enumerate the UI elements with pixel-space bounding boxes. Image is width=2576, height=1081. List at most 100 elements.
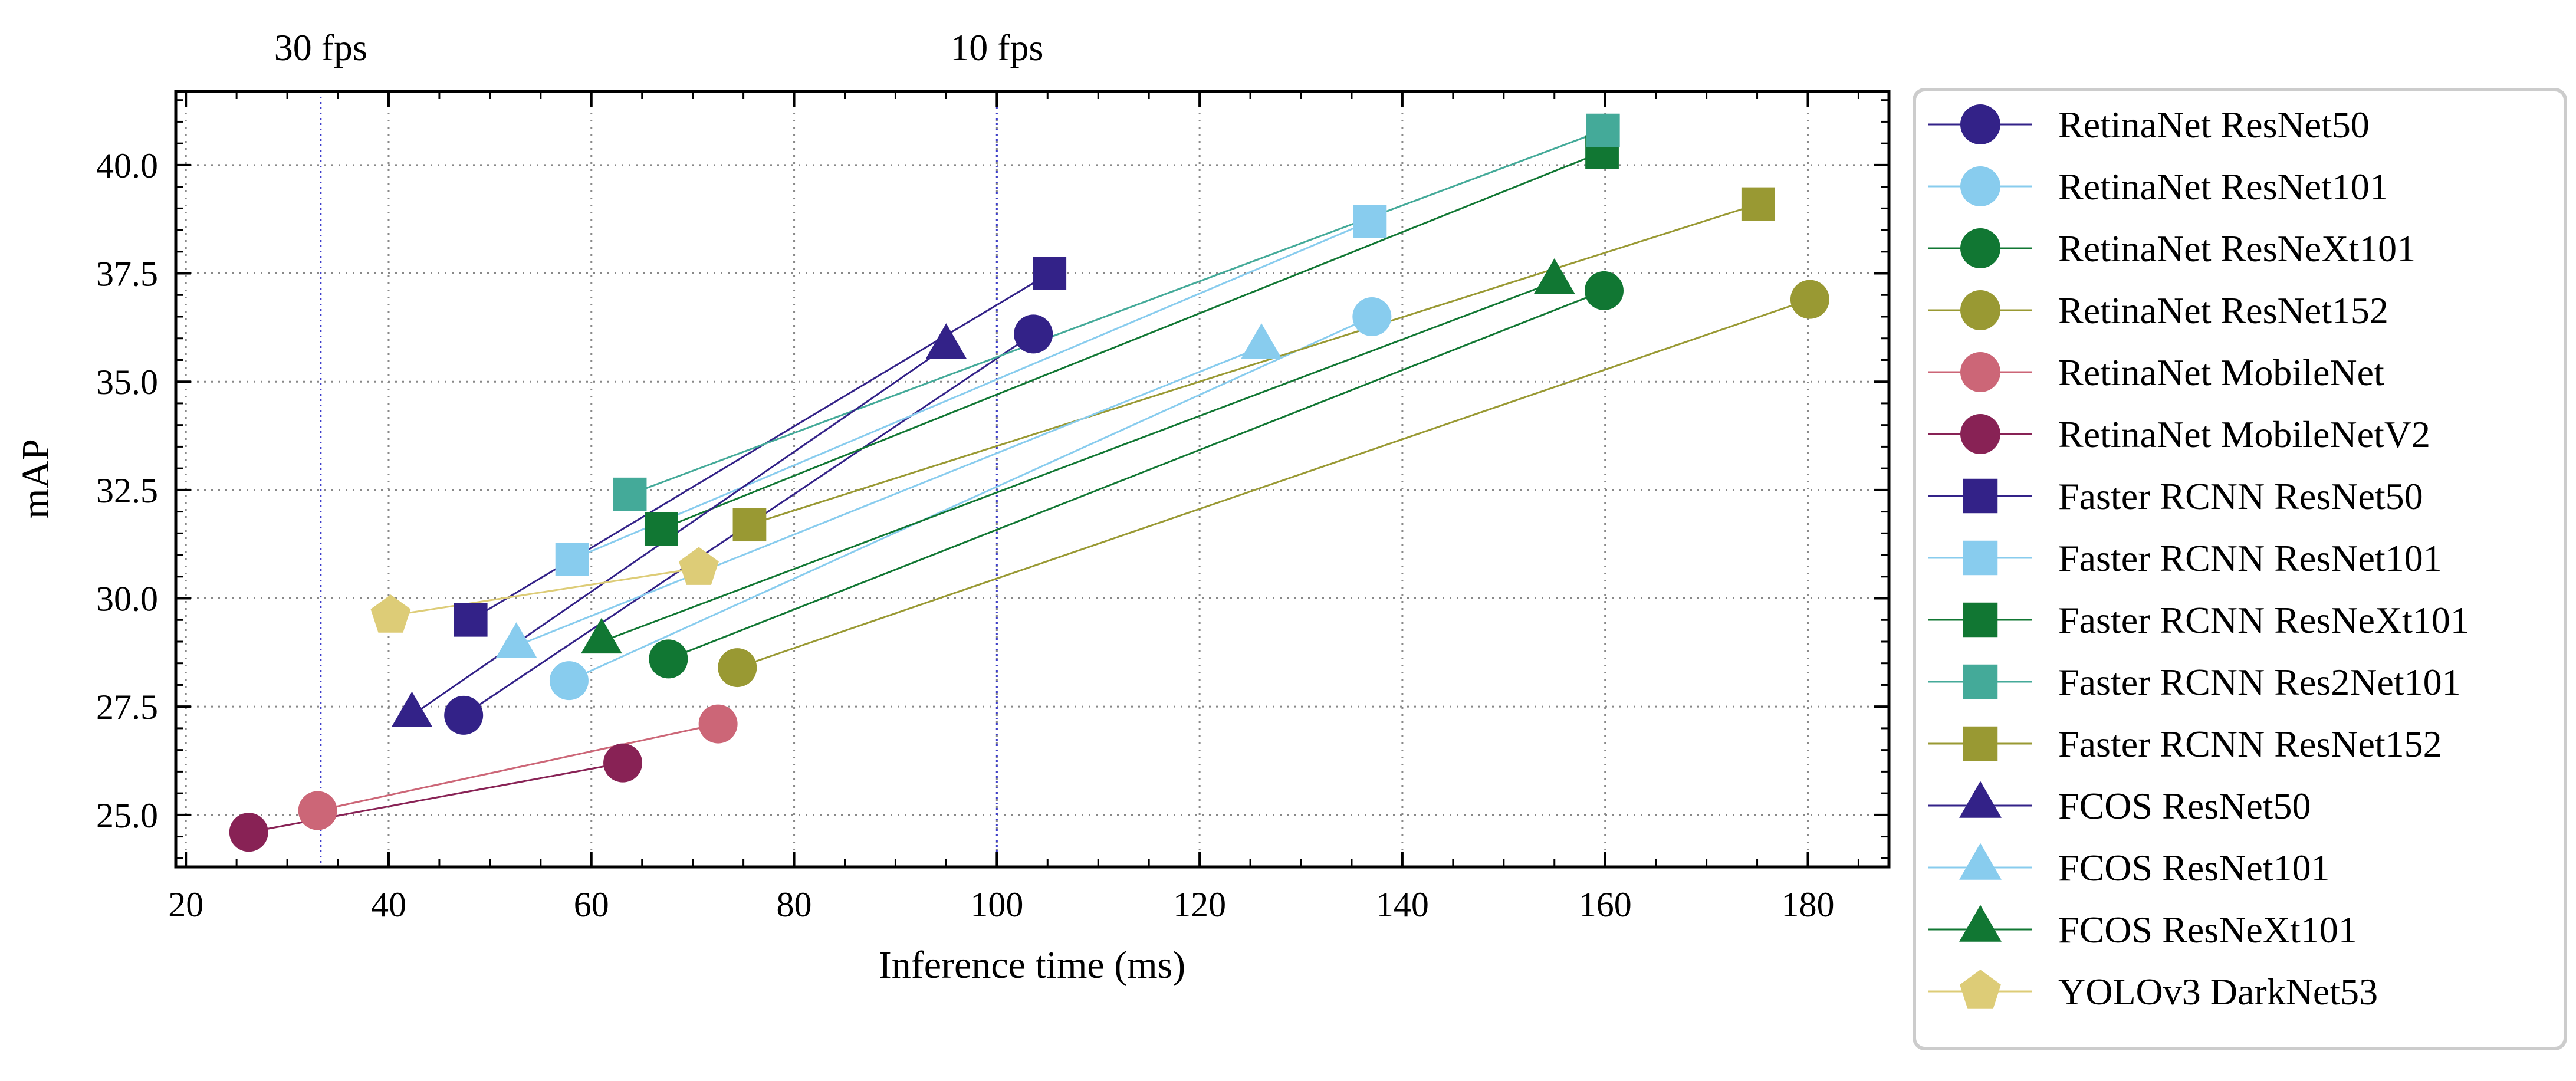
legend-label: FCOS ResNet50 xyxy=(2058,785,2311,827)
y-tick-label: 30.0 xyxy=(96,580,158,619)
legend-marker xyxy=(1959,843,2002,880)
fps-label: 30 fps xyxy=(274,27,367,68)
legend-label: RetinaNet MobileNetV2 xyxy=(2058,413,2430,455)
legend-entries: RetinaNet ResNet50 RetinaNet ResNet101 Ret… xyxy=(1928,104,2469,1013)
legend-item: RetinaNet ResNet101 xyxy=(1928,166,2388,208)
axis-ticks xyxy=(176,91,1889,867)
legend-item: FCOS ResNet101 xyxy=(1928,843,2330,889)
x-tick-label: 20 xyxy=(168,885,203,924)
x-axis-label: Inference time (ms) xyxy=(879,944,1185,987)
data-point xyxy=(1790,280,1829,319)
data-point xyxy=(454,603,488,637)
axis-tick-labels: 20 40 60 80 100 120 140 160 180 25.0 27.5 30.0 32.5 3… xyxy=(96,146,1834,924)
y-tick-label: 37.5 xyxy=(96,255,158,294)
series-line xyxy=(601,281,1555,643)
fps-reference-lines: 30 fps 10 fps xyxy=(274,27,1043,867)
series-line xyxy=(629,129,1604,495)
x-tick-label: 100 xyxy=(970,885,1023,924)
data-point xyxy=(391,691,433,728)
legend-item: Faster RCNN ResNeXt101 xyxy=(1928,599,2469,641)
data-point xyxy=(555,543,589,576)
data-point xyxy=(444,695,484,735)
legend-marker xyxy=(1960,228,2000,268)
x-tick-label: 40 xyxy=(371,885,406,924)
data-point xyxy=(718,648,757,688)
data-point xyxy=(1241,323,1282,359)
data-point xyxy=(613,477,647,511)
legend-label: Faster RCNN Res2Net101 xyxy=(2058,661,2461,703)
x-tick-label: 140 xyxy=(1376,885,1429,924)
legend-label: RetinaNet ResNet101 xyxy=(2058,166,2388,208)
series-line xyxy=(569,316,1372,682)
y-tick-label: 25.0 xyxy=(96,796,158,835)
legend-item: RetinaNet MobileNetV2 xyxy=(1928,413,2430,455)
data-point xyxy=(370,594,411,633)
legend-item: RetinaNet ResNet152 xyxy=(1928,290,2388,331)
legend-label: RetinaNet MobileNet xyxy=(2058,351,2384,393)
x-tick-label: 120 xyxy=(1173,885,1226,924)
x-tick-label: 180 xyxy=(1781,885,1834,924)
legend-label: YOLOv3 DarkNet53 xyxy=(2058,971,2378,1013)
data-point xyxy=(603,743,643,783)
data-point xyxy=(581,617,622,654)
legend-label: RetinaNet ResNeXt101 xyxy=(2058,228,2416,270)
data-point xyxy=(649,639,688,679)
data-point xyxy=(1741,187,1775,221)
data-point xyxy=(229,813,268,852)
series-line xyxy=(737,298,1811,669)
data-point xyxy=(298,791,337,830)
x-tick-label: 60 xyxy=(574,885,609,924)
plot-frame xyxy=(174,90,1891,869)
series-line xyxy=(516,346,1262,647)
data-point xyxy=(1533,258,1575,294)
legend-item: FCOS ResNeXt101 xyxy=(1928,905,2357,951)
series-line xyxy=(571,221,1371,560)
legend-marker xyxy=(1963,602,1998,638)
series-line xyxy=(668,290,1605,660)
legend-item: YOLOv3 DarkNet53 xyxy=(1928,970,2378,1013)
legend-marker xyxy=(1960,290,2000,330)
y-tick-label: 40.0 xyxy=(96,146,158,185)
legend-marker xyxy=(1960,104,2000,144)
data-point xyxy=(495,622,537,658)
legend-marker xyxy=(1960,414,2000,454)
data-point xyxy=(679,547,719,585)
data-point xyxy=(549,661,589,701)
y-tick-label: 35.0 xyxy=(96,363,158,402)
y-axis-label: mAP xyxy=(14,439,57,519)
legend-label: RetinaNet ResNet152 xyxy=(2058,290,2388,331)
y-tick-label: 27.5 xyxy=(96,688,158,727)
legend-label: Faster RCNN ResNet101 xyxy=(2058,537,2442,579)
legend-label: Faster RCNN ResNet50 xyxy=(2058,475,2423,517)
series-markers xyxy=(229,113,1829,852)
y-tick-label: 32.5 xyxy=(96,471,158,510)
series-line xyxy=(390,567,699,617)
x-tick-label: 80 xyxy=(777,885,812,924)
legend-marker xyxy=(1963,726,1998,761)
data-point xyxy=(1584,271,1624,310)
data-point xyxy=(644,512,678,546)
x-tick-label: 160 xyxy=(1579,885,1632,924)
data-point xyxy=(732,508,767,542)
data-point xyxy=(698,704,738,744)
legend-marker xyxy=(1959,781,2002,818)
legend-frame xyxy=(1913,88,2567,1050)
data-point xyxy=(1586,113,1620,147)
legend-item: RetinaNet MobileNet xyxy=(1928,351,2384,393)
legend-marker xyxy=(1959,905,2002,942)
legend-label: Faster RCNN ResNeXt101 xyxy=(2058,599,2469,641)
legend-item: Faster RCNN ResNet50 xyxy=(1928,475,2423,517)
data-point xyxy=(1014,314,1053,354)
legend-marker xyxy=(1960,166,2000,206)
series-line xyxy=(749,203,1759,526)
legend-marker xyxy=(1963,478,1998,514)
data-point xyxy=(1033,257,1067,290)
legend-label: FCOS ResNeXt101 xyxy=(2058,909,2357,951)
legend-label: FCOS ResNet101 xyxy=(2058,847,2330,889)
data-point xyxy=(925,323,967,359)
legend-marker xyxy=(1963,540,1998,576)
fps-label: 10 fps xyxy=(950,27,1043,68)
legend: RetinaNet ResNet50 RetinaNet ResNet101 Ret… xyxy=(1913,88,2567,1050)
legend-item: RetinaNet ResNeXt101 xyxy=(1928,228,2416,270)
legend-label: Faster RCNN ResNet152 xyxy=(2058,723,2442,765)
